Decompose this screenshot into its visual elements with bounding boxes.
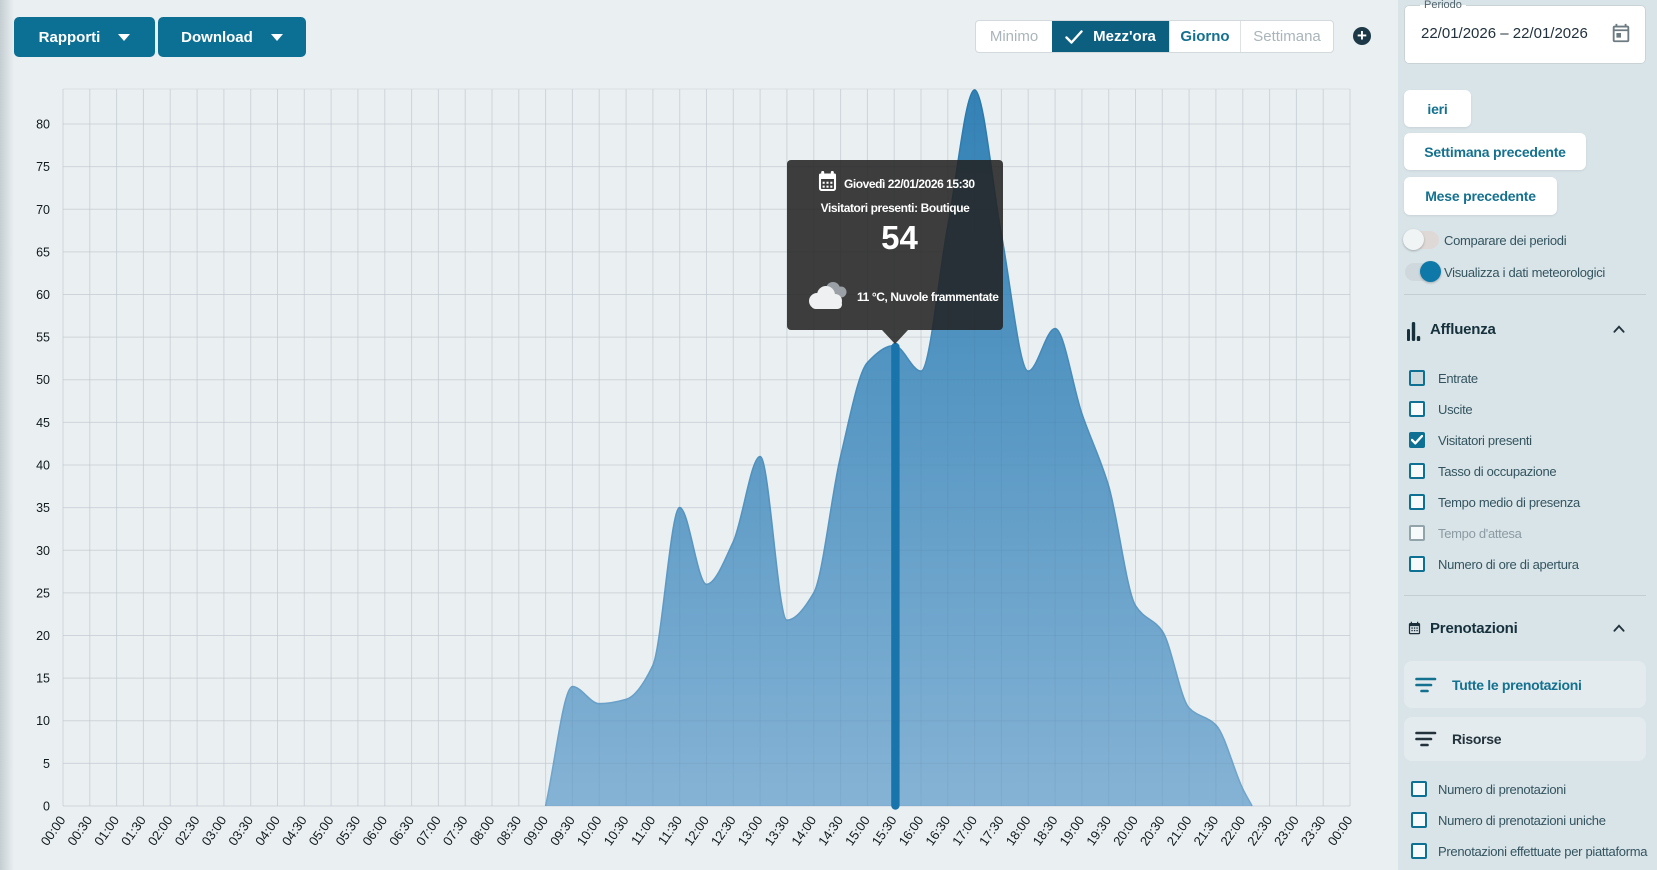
svg-text:15: 15 (36, 672, 50, 686)
svg-text:16:30: 16:30 (922, 813, 953, 848)
svg-text:20: 20 (36, 629, 50, 643)
svg-text:55: 55 (36, 331, 50, 345)
svg-text:65: 65 (36, 245, 50, 259)
svg-text:80: 80 (36, 118, 50, 132)
svg-text:13:00: 13:00 (735, 813, 766, 848)
svg-text:15:30: 15:30 (869, 813, 900, 848)
svg-text:5: 5 (43, 757, 50, 771)
svg-text:00:00: 00:00 (1325, 813, 1356, 848)
svg-text:23:00: 23:00 (1271, 813, 1302, 848)
svg-text:04:30: 04:30 (279, 813, 310, 848)
svg-text:21:00: 21:00 (1164, 813, 1195, 848)
svg-text:05:30: 05:30 (332, 813, 363, 848)
svg-text:70: 70 (36, 203, 50, 217)
svg-text:12:30: 12:30 (708, 813, 739, 848)
svg-text:00:30: 00:30 (64, 813, 95, 848)
svg-text:23:30: 23:30 (1298, 813, 1329, 848)
svg-text:20:00: 20:00 (1110, 813, 1141, 848)
svg-text:17:00: 17:00 (949, 813, 980, 848)
svg-text:06:00: 06:00 (359, 813, 390, 848)
svg-text:11:00: 11:00 (628, 813, 658, 847)
svg-text:21:30: 21:30 (1190, 813, 1221, 848)
svg-text:10: 10 (36, 714, 50, 728)
svg-text:08:30: 08:30 (493, 813, 524, 848)
svg-text:14:00: 14:00 (788, 813, 819, 848)
svg-text:40: 40 (36, 459, 50, 473)
svg-text:17:30: 17:30 (976, 813, 1007, 848)
svg-text:05:00: 05:00 (306, 813, 337, 848)
svg-text:01:00: 01:00 (91, 813, 122, 848)
svg-text:07:30: 07:30 (440, 813, 471, 848)
svg-text:11:30: 11:30 (655, 813, 685, 847)
svg-text:12:00: 12:00 (681, 813, 712, 848)
svg-text:60: 60 (36, 288, 50, 302)
svg-text:22:30: 22:30 (1244, 813, 1275, 848)
svg-text:19:00: 19:00 (1056, 813, 1087, 848)
svg-text:14:30: 14:30 (815, 813, 846, 848)
svg-text:25: 25 (36, 586, 50, 600)
svg-text:00:00: 00:00 (38, 813, 69, 848)
svg-text:75: 75 (36, 160, 50, 174)
svg-text:45: 45 (36, 416, 50, 430)
svg-text:09:00: 09:00 (520, 813, 551, 848)
svg-text:10:30: 10:30 (601, 813, 632, 848)
svg-text:02:00: 02:00 (145, 813, 176, 848)
svg-text:06:30: 06:30 (386, 813, 417, 848)
svg-text:04:00: 04:00 (252, 813, 283, 848)
svg-text:15:00: 15:00 (842, 813, 873, 848)
svg-text:08:00: 08:00 (467, 813, 498, 848)
svg-text:03:30: 03:30 (225, 813, 256, 848)
svg-text:16:00: 16:00 (896, 813, 927, 848)
svg-text:30: 30 (36, 544, 50, 558)
svg-text:0: 0 (43, 800, 50, 814)
svg-text:50: 50 (36, 373, 50, 387)
svg-text:18:30: 18:30 (1030, 813, 1061, 848)
svg-text:10:00: 10:00 (574, 813, 605, 848)
svg-text:20:30: 20:30 (1137, 813, 1168, 848)
svg-text:01:30: 01:30 (118, 813, 149, 848)
svg-text:35: 35 (36, 501, 50, 515)
svg-text:13:30: 13:30 (761, 813, 792, 848)
svg-text:02:30: 02:30 (172, 813, 203, 848)
svg-text:09:30: 09:30 (547, 813, 578, 848)
svg-text:18:00: 18:00 (1003, 813, 1034, 848)
svg-text:07:00: 07:00 (413, 813, 444, 848)
svg-text:19:30: 19:30 (1083, 813, 1114, 848)
svg-text:22:00: 22:00 (1217, 813, 1248, 848)
svg-text:03:00: 03:00 (198, 813, 229, 848)
